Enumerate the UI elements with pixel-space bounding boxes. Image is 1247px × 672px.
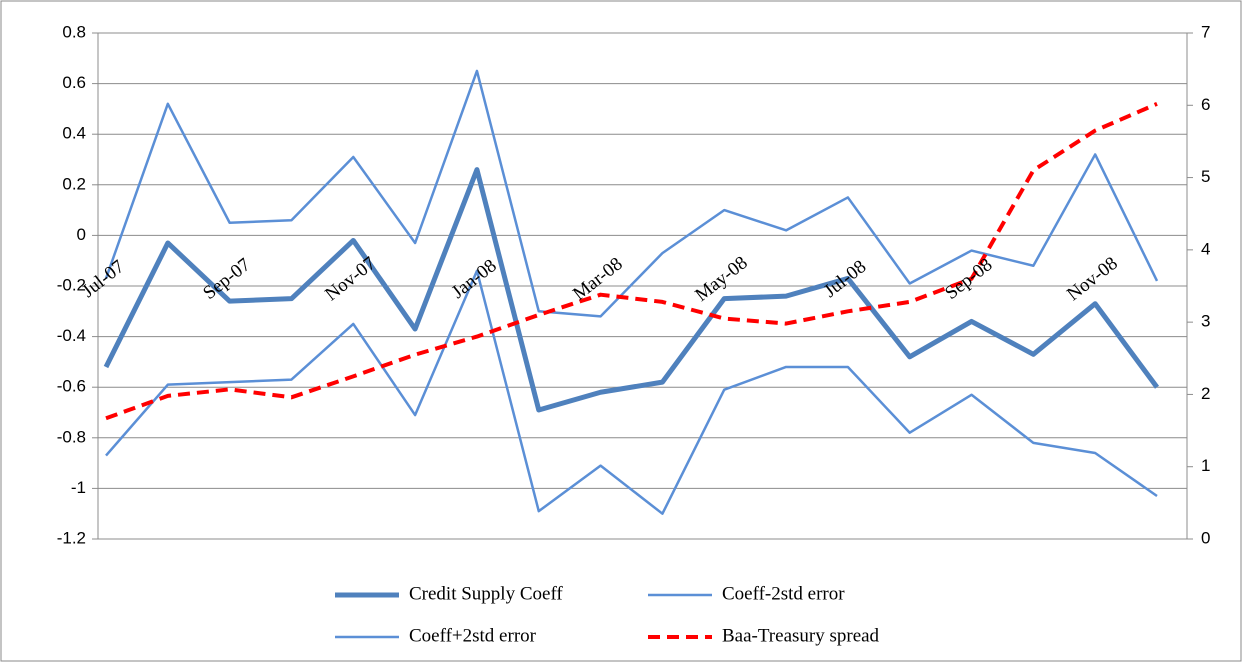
y2-tick-label: 1 [1201, 456, 1210, 475]
y2-tick-label: 0 [1201, 528, 1210, 547]
y-tick-label: 0.4 [62, 124, 86, 143]
y-tick-label: 0 [77, 225, 86, 244]
y-tick-label: 0.8 [62, 22, 86, 41]
y-tick-label: -0.6 [57, 377, 86, 396]
y-tick-label: -0.8 [57, 427, 86, 446]
y-tick-label: -0.2 [57, 275, 86, 294]
y2-tick-label: 4 [1201, 239, 1210, 258]
y-tick-label: -0.4 [57, 326, 86, 345]
legend-label: Baa-Treasury spread [722, 625, 880, 646]
y2-tick-label: 5 [1201, 167, 1210, 186]
series-line [103, 167, 1160, 413]
y-tick-label: -1 [71, 478, 86, 497]
y2-tick-label: 3 [1201, 312, 1210, 331]
legend-label: Coeff-2std error [722, 583, 845, 604]
y2-tick-label: 6 [1201, 95, 1210, 114]
y2-tick-label: 2 [1201, 384, 1210, 403]
y-tick-label: -1.2 [57, 528, 86, 547]
series-line [105, 102, 1158, 421]
legend-label: Coeff+2std error [409, 625, 537, 646]
y-tick-label: 0.2 [62, 174, 86, 193]
legend-label: Credit Supply Coeff [409, 583, 563, 604]
y2-tick-label: 7 [1201, 22, 1210, 41]
y-tick-label: 0.6 [62, 73, 86, 92]
series-line [104, 69, 1159, 318]
series-line [105, 269, 1158, 515]
